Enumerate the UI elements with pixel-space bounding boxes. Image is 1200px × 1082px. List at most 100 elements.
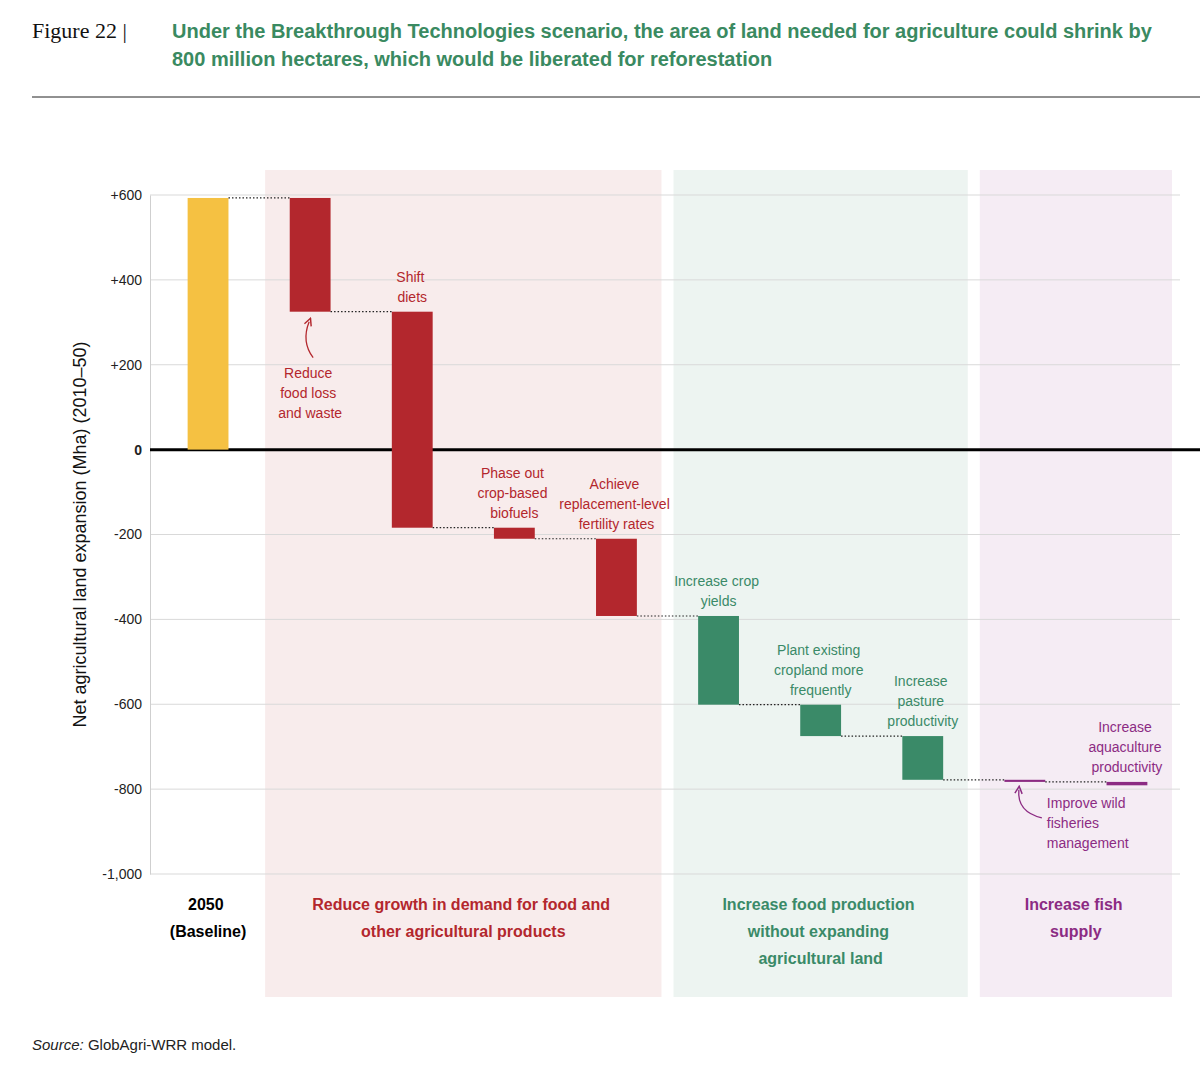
- tick: 0: [134, 442, 150, 458]
- connector: [943, 779, 1004, 780]
- tick-label: -600: [114, 696, 142, 712]
- bar: [1004, 780, 1045, 782]
- grid-line: [150, 534, 1180, 535]
- bar: [290, 198, 331, 312]
- category-label: 2050 (Baseline): [170, 896, 246, 940]
- connector: [841, 735, 902, 736]
- connector: [739, 704, 800, 705]
- axis-line: [150, 196, 151, 875]
- tick-label: -200: [114, 526, 142, 542]
- text-line: aquaculture: [1088, 739, 1165, 755]
- grid-line: [150, 704, 1180, 705]
- category-label: Shift diets: [396, 269, 428, 305]
- text-line: Reduce: [284, 365, 336, 381]
- grid-line: [150, 619, 1180, 620]
- text-line: and waste: [278, 405, 342, 421]
- text-line: pasture: [897, 693, 948, 709]
- connector: [637, 615, 698, 616]
- bar: [800, 705, 841, 736]
- text-line: management: [1047, 835, 1129, 851]
- text-line: cropland more: [774, 662, 867, 678]
- text-line: Increase: [894, 673, 952, 689]
- group-band: [674, 170, 968, 997]
- connector: [433, 527, 494, 528]
- annotation-arrow: [306, 322, 313, 358]
- tick-label: -400: [114, 611, 142, 627]
- title: Under the Breakthrough Technologies scen…: [172, 20, 1157, 70]
- text-line: Plant existing: [777, 642, 864, 658]
- tick: +400: [110, 272, 150, 288]
- category-label: Achieve replacement-level fertility rate…: [559, 476, 673, 532]
- category-label: Phase out crop-based biofuels: [477, 465, 551, 521]
- bar: [698, 616, 739, 705]
- tick: -600: [114, 696, 150, 712]
- text-line: productivity: [1092, 759, 1163, 775]
- source: Source: GlobAgri-WRR model.: [32, 1036, 236, 1053]
- text-line: Increase crop: [674, 573, 763, 589]
- group-band: [265, 170, 661, 997]
- text-line: fertility rates: [579, 516, 654, 532]
- text-line: 2050: [188, 896, 228, 913]
- text-line: yields: [701, 593, 737, 609]
- group-label: Increase fish supply: [1025, 896, 1127, 940]
- grid-line: [150, 874, 1180, 875]
- group-band: [980, 170, 1172, 997]
- bar: [392, 312, 433, 528]
- tick-label: 0: [134, 442, 142, 458]
- bar: [494, 528, 535, 539]
- category-label: Reduce food loss and waste: [278, 365, 342, 421]
- tick-label: +200: [110, 357, 142, 373]
- tick: +200: [110, 357, 150, 373]
- grid-line: [150, 195, 1180, 196]
- bar: [188, 198, 229, 450]
- chart: Figure 22 | Under the Breakthrough Techno…: [0, 0, 1200, 1082]
- figure-label: Figure 22 |: [32, 18, 127, 43]
- annotation-arrow: [1019, 790, 1042, 818]
- connector: [535, 538, 596, 539]
- zero-line: [150, 448, 1200, 451]
- text-line: Increase: [1098, 719, 1156, 735]
- tick-label: -800: [114, 781, 142, 797]
- text-line: Under the Breakthrough Technologies scen…: [172, 20, 1157, 42]
- text-line: productivity: [887, 713, 958, 729]
- bar: [902, 736, 943, 780]
- text-line: supply: [1050, 923, 1102, 940]
- text-line: biofuels: [490, 505, 538, 521]
- plot-area: [188, 198, 1148, 785]
- group-label: Reduce growth in demand for food and oth…: [312, 896, 614, 940]
- text-line: food loss: [280, 385, 340, 401]
- connector: [228, 197, 289, 198]
- category-label: Increase crop yields: [674, 573, 763, 609]
- bar: [1107, 782, 1148, 785]
- text-line: Source:: [32, 1036, 88, 1053]
- text-line: Achieve: [590, 476, 644, 492]
- text-line: frequently: [790, 682, 851, 698]
- text-line: diets: [397, 289, 427, 305]
- text-line: Improve wild: [1047, 795, 1129, 811]
- tick: +600: [110, 187, 150, 203]
- grid: [150, 195, 1180, 874]
- tick: -800: [114, 781, 150, 797]
- tick-label: +400: [110, 272, 142, 288]
- connector: [1045, 781, 1106, 782]
- text-line: fisheries: [1047, 815, 1103, 831]
- tick: -200: [114, 526, 150, 542]
- y-axis-title: Net agricultural land expansion (Mha) (2…: [70, 341, 90, 727]
- group-label: Increase food production without expandi…: [722, 896, 918, 967]
- text-line: crop-based: [477, 485, 551, 501]
- text-line: GlobAgri-WRR model.: [88, 1036, 236, 1053]
- grid-line: [150, 789, 1180, 790]
- tick: -400: [114, 611, 150, 627]
- category-label: Increase pasture productivity: [887, 673, 958, 729]
- text-line: replacement-level: [559, 496, 673, 512]
- text-line: Increase food production: [722, 896, 918, 913]
- text-line: agricultural land: [758, 950, 882, 967]
- bar: [596, 539, 637, 616]
- tick-label: +600: [110, 187, 142, 203]
- text-line: without expanding: [747, 923, 894, 940]
- header-rule: [32, 97, 1200, 98]
- category-label: Improve wild fisheries management: [1047, 795, 1129, 851]
- y-axis: +600+400+2000-200-400-600-800-1,000: [102, 187, 150, 882]
- connector: [331, 311, 392, 312]
- text-line: Shift: [396, 269, 428, 285]
